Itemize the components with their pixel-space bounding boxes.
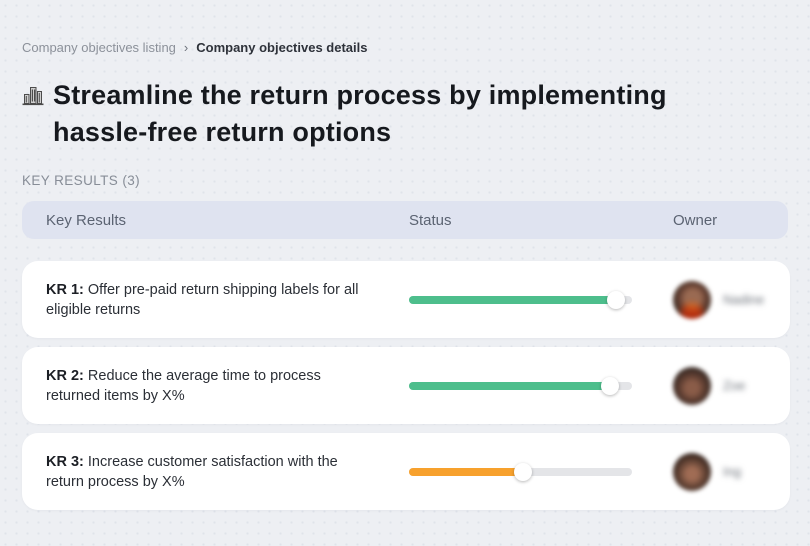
table-header-row: Key Results Status Owner: [22, 201, 788, 239]
key-result-text: KR 1: Offer pre-paid return shipping lab…: [46, 281, 359, 318]
owner-avatar: [673, 280, 711, 319]
key-result-text: KR 2: Reduce the average time to process…: [46, 367, 321, 404]
column-header-key-results: Key Results: [46, 211, 127, 229]
slider-fill: [409, 295, 617, 304]
objective-title-block: Streamline the return process by impleme…: [22, 77, 790, 151]
key-result-text: KR 3: Increase customer satisfaction wit…: [46, 453, 338, 490]
owner-name: Zoe: [723, 378, 746, 393]
owner-name: Nadine: [723, 292, 765, 307]
slider-knob[interactable]: [600, 376, 619, 395]
column-header-owner: Owner: [673, 211, 718, 229]
key-results-section-label: KEY RESULTS (3): [22, 173, 141, 188]
owner-cell: Zoe: [673, 366, 766, 405]
owner-cell: Ing: [673, 452, 766, 491]
progress-slider[interactable]: [409, 290, 632, 309]
progress-slider[interactable]: [409, 376, 632, 395]
key-result-row-3[interactable]: KR 3: Increase customer satisfaction wit…: [22, 433, 790, 510]
column-header-status: Status: [409, 211, 452, 229]
key-result-row-2[interactable]: KR 2: Reduce the average time to process…: [22, 347, 790, 424]
slider-knob[interactable]: [513, 462, 532, 481]
slider-fill: [409, 467, 523, 476]
slider-knob[interactable]: [607, 290, 626, 309]
objective-details-page: Company objectives listing › Company obj…: [22, 40, 790, 510]
slider-fill: [409, 381, 610, 390]
breadcrumb-link-objectives-listing[interactable]: Company objectives listing: [22, 40, 176, 55]
owner-avatar: [673, 452, 711, 491]
owner-cell: Nadine: [673, 280, 766, 319]
progress-slider[interactable]: [409, 462, 632, 481]
chevron-right-icon: ›: [183, 40, 189, 55]
buildings-icon: [22, 85, 44, 111]
owner-name: Ing: [723, 464, 742, 479]
breadcrumb: Company objectives listing › Company obj…: [22, 40, 790, 55]
key-result-row-1[interactable]: KR 1: Offer pre-paid return shipping lab…: [22, 261, 790, 338]
breadcrumb-current: Company objectives details: [196, 40, 368, 55]
key-results-list: KR 1: Offer pre-paid return shipping lab…: [22, 261, 790, 510]
owner-avatar: [673, 366, 711, 405]
page-title: Streamline the return process by impleme…: [53, 80, 667, 147]
